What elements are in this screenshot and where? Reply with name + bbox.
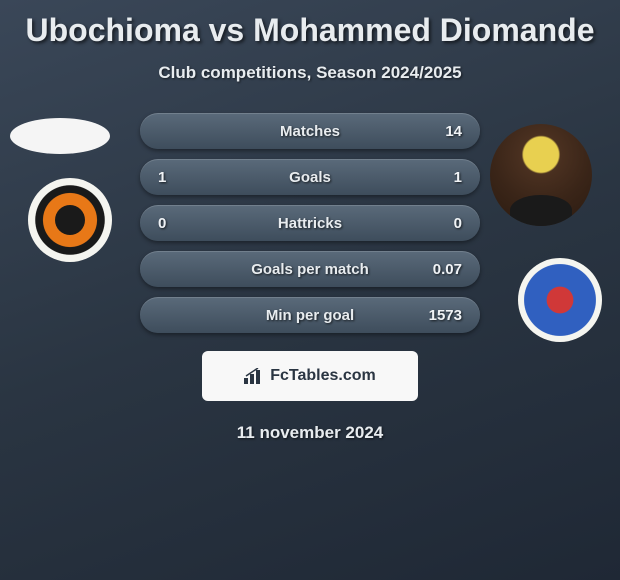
stat-right-value: 0.07 — [422, 261, 462, 278]
stat-row: Min per goal 1573 — [140, 297, 480, 333]
stat-row: Goals per match 0.07 — [140, 251, 480, 287]
stat-left-value: 1 — [158, 169, 198, 186]
chart-icon — [244, 368, 264, 384]
stat-row: Matches 14 — [140, 113, 480, 149]
stat-row: 1 Goals 1 — [140, 159, 480, 195]
stat-right-value: 1 — [422, 169, 462, 186]
date-text: 11 november 2024 — [0, 423, 620, 443]
stat-left-value: 0 — [158, 215, 198, 232]
stat-label: Min per goal — [198, 307, 422, 324]
subtitle: Club competitions, Season 2024/2025 — [0, 63, 620, 83]
stat-label: Goals — [198, 169, 422, 186]
stat-label: Matches — [198, 123, 422, 140]
page-title: Ubochioma vs Mohammed Diomande — [0, 0, 620, 49]
stat-right-value: 14 — [422, 123, 462, 140]
source-logo-text: FcTables.com — [270, 367, 376, 385]
stat-label: Hattricks — [198, 215, 422, 232]
stat-right-value: 0 — [422, 215, 462, 232]
source-logo: FcTables.com — [202, 351, 418, 401]
stats-container: Matches 14 1 Goals 1 0 Hattricks 0 Goals… — [0, 113, 620, 333]
stat-row: 0 Hattricks 0 — [140, 205, 480, 241]
stat-right-value: 1573 — [422, 307, 462, 324]
stat-label: Goals per match — [198, 261, 422, 278]
